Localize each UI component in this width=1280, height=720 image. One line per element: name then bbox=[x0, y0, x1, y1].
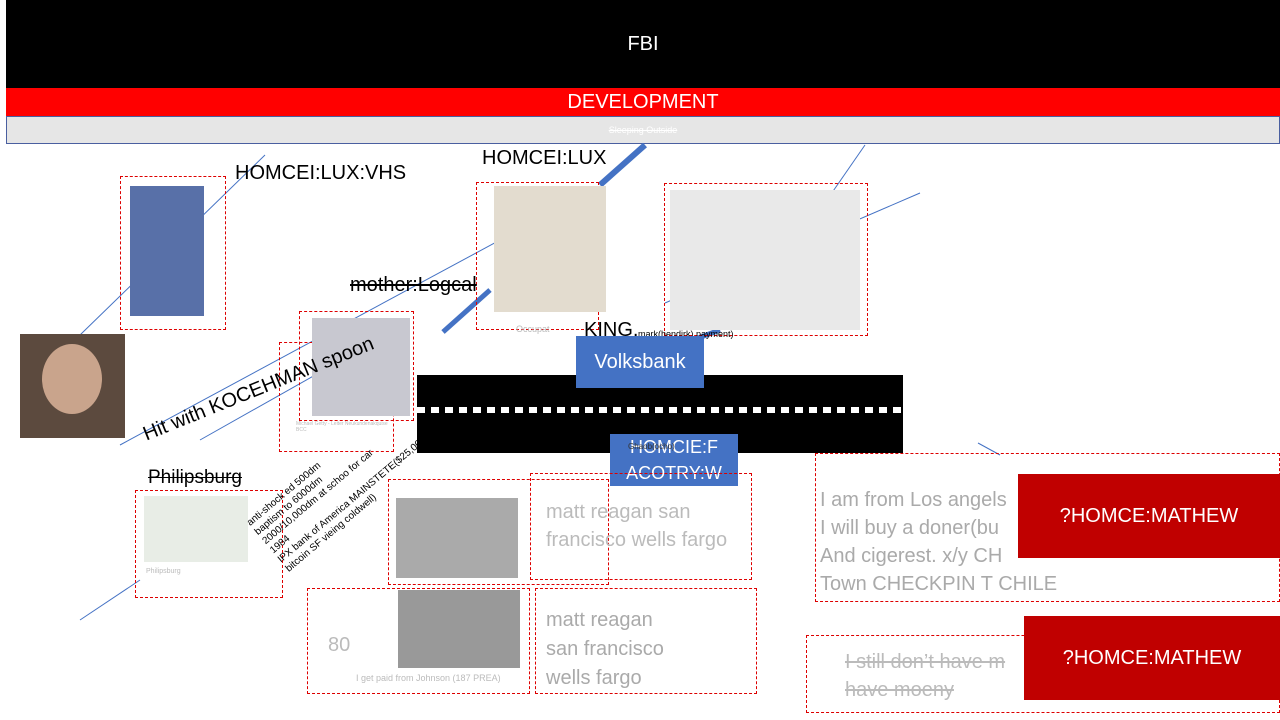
label: HOMCEI:LUX:VHS bbox=[235, 162, 407, 184]
text-line: wells fargo bbox=[546, 667, 642, 689]
card-text: matt reagan san francisco wells fargo bbox=[546, 498, 727, 554]
caption: Philipsburg bbox=[146, 568, 181, 575]
text-line: Town CHECKPIN T CHILE bbox=[820, 573, 1058, 595]
card-text: I get paid from Johnson (187 PREA) bbox=[356, 673, 501, 683]
text-line: And cigerest. x/y CH bbox=[820, 545, 1003, 567]
label: Philipsburg bbox=[148, 467, 242, 488]
label: Ghaob(ocho) bbox=[628, 442, 675, 451]
text-line: matt reagan san bbox=[546, 501, 691, 523]
header-title: FBI bbox=[6, 0, 1280, 88]
text-line: san francisco bbox=[546, 638, 664, 660]
label: mother:Logcal bbox=[350, 274, 477, 296]
card-text: matt reagan san francisco wells fargo bbox=[546, 606, 664, 693]
card-text: I am from Los angels I will buy a doner(b… bbox=[820, 486, 1057, 598]
header-subtitle: DEVELOPMENT bbox=[6, 88, 1280, 116]
text-line: francisco wells fargo bbox=[546, 529, 728, 551]
label: HOMCEI:LUX bbox=[482, 147, 607, 169]
box-label: Volksbank bbox=[576, 336, 704, 388]
text-line: I still don’t have m bbox=[845, 651, 1006, 673]
button[interactable]: ?HOMCE:MATHEW bbox=[1018, 474, 1280, 558]
label: mark(hendirk) payment) bbox=[638, 329, 734, 339]
text-line: matt reagan bbox=[546, 609, 653, 631]
card-text: 80 bbox=[328, 634, 351, 656]
button[interactable]: ?HOMCE:MATHEW bbox=[1024, 616, 1280, 700]
text-line: have moeny bbox=[845, 679, 954, 701]
text-line: I am from Los angels bbox=[820, 489, 1007, 511]
card-text: I still don’t have m have moeny bbox=[845, 648, 1005, 704]
text-line: I will buy a doner(bu bbox=[820, 517, 999, 539]
portrait-face bbox=[42, 344, 102, 414]
box-label: HOMCIE:F ACOTRY:W OR(wif) bbox=[610, 434, 738, 486]
label: KING. bbox=[584, 319, 639, 341]
caption: Michael Getty - Leiter Neukundenakquise … bbox=[296, 421, 388, 433]
caption: Occupat bbox=[516, 324, 550, 334]
